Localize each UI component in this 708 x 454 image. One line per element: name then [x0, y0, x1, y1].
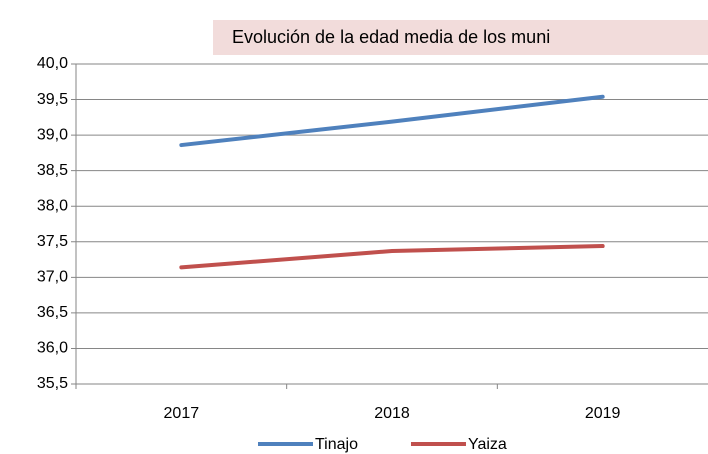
- x-tick-label: 2019: [585, 405, 621, 422]
- series-line: [179, 244, 605, 270]
- y-tick-label: 40,0: [37, 55, 68, 72]
- x-tick-label: 2017: [164, 405, 200, 422]
- series-line: [179, 94, 605, 148]
- y-tick-label: 37,5: [37, 233, 68, 250]
- legend-label: Yaiza: [468, 436, 507, 453]
- x-tick-label: 2018: [374, 405, 410, 422]
- y-tick-label: 38,5: [37, 162, 68, 179]
- y-tick-label: 35,5: [37, 375, 68, 392]
- y-tick-label: 37,0: [37, 269, 68, 286]
- y-tick-label: 39,5: [37, 91, 68, 108]
- y-tick-label: 36,0: [37, 340, 68, 357]
- y-tick-label: 38,0: [37, 197, 68, 214]
- chart-title: Evolución de la edad media de los muni: [232, 27, 550, 47]
- legend-label: Tinajo: [315, 436, 358, 453]
- title-box: [213, 20, 708, 55]
- y-tick-label: 39,0: [37, 126, 68, 143]
- y-tick-label: 36,5: [37, 304, 68, 321]
